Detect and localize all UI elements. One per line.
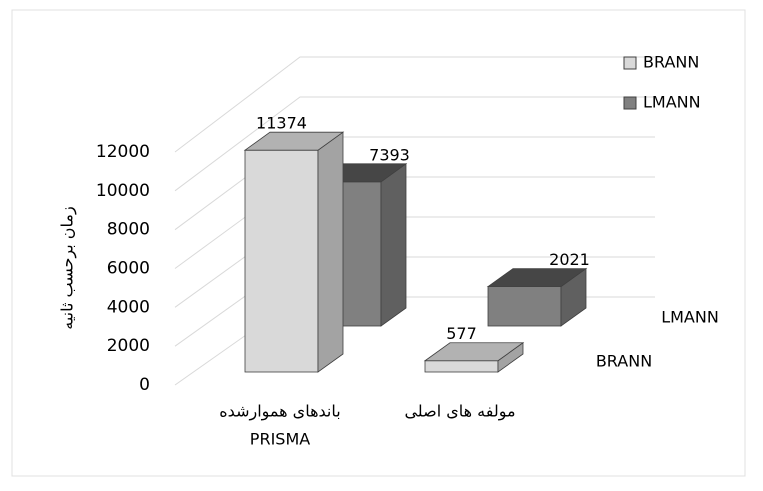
- bar-front: [244, 149, 319, 373]
- x-tick-label: PRISMA: [250, 430, 310, 449]
- y-tick-label: 6000: [107, 259, 150, 279]
- grid-line: [174, 96, 655, 192]
- bar-side: [380, 163, 407, 327]
- legend-label: BRANN: [643, 53, 699, 72]
- bar-front: [424, 360, 499, 373]
- y-tick-label: 0: [139, 375, 150, 395]
- x-tick-label: مولفه های اصلی: [404, 402, 515, 422]
- bar-front: [487, 286, 562, 327]
- legend-swatch: [623, 96, 637, 110]
- y-tick-label: 8000: [107, 220, 150, 240]
- y-tick-label: 4000: [107, 297, 150, 317]
- value-label: 2021: [549, 250, 590, 269]
- bar: [486, 267, 588, 327]
- y-tick-label: 10000: [96, 181, 150, 201]
- bar-top: [423, 342, 525, 362]
- bar: [423, 341, 525, 373]
- depth-label: LMANN: [661, 308, 719, 327]
- depth-label: BRANN: [596, 352, 652, 371]
- x-tick-label: باندهای هموارشده: [219, 402, 340, 422]
- bar-top: [486, 268, 588, 287]
- bar: [243, 131, 345, 373]
- grid-line: [174, 56, 655, 153]
- bar-top: [243, 131, 345, 151]
- y-tick-label: 2000: [107, 336, 150, 356]
- legend-swatch: [623, 56, 637, 70]
- value-label: 577: [446, 324, 477, 343]
- legend-label: LMANN: [643, 93, 701, 112]
- bar-side: [317, 131, 344, 373]
- value-label: 11374: [256, 114, 307, 133]
- value-label: 7393: [369, 145, 410, 164]
- y-axis-title: زمان برحسب ثانیه: [58, 206, 78, 329]
- y-tick-label: 12000: [96, 142, 150, 162]
